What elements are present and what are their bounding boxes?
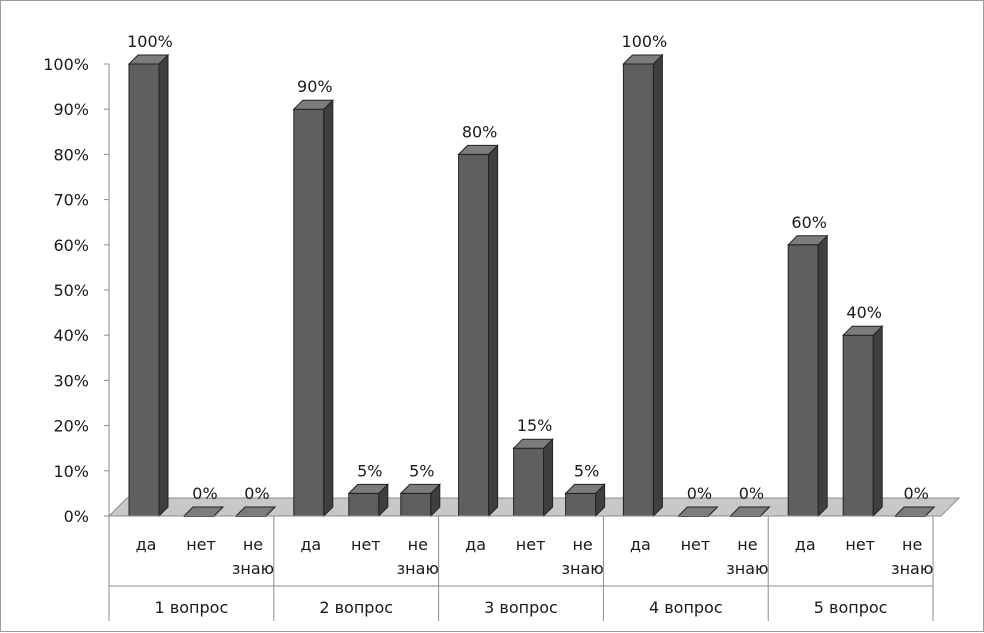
data-label: 0% [739,484,764,503]
bar-top [512,438,554,449]
category-label: нет [351,535,381,554]
data-label: 0% [192,484,217,503]
y-tick-label: 40% [53,326,89,345]
data-label: 0% [244,484,269,503]
bar-side [543,437,554,518]
category-label: знаю [232,559,274,578]
y-tick-label: 60% [53,236,89,255]
bar-side [158,53,169,518]
y-tick-label: 30% [53,371,89,390]
bars [127,53,936,518]
category-label: не [243,535,263,554]
y-tick-label: 0% [64,507,89,526]
y-tick-label: 70% [53,191,89,210]
y-tick-label: 50% [53,281,89,300]
bar [400,492,432,517]
data-label: 15% [517,416,553,435]
bar [128,63,160,517]
category-label: не [737,535,757,554]
category-label: нет [516,535,546,554]
category-label: да [795,535,816,554]
y-tick-label: 80% [53,145,89,164]
category-label: нет [681,535,711,554]
category-label: нет [845,535,875,554]
bar-top [127,54,170,65]
category-label: не [902,535,922,554]
data-label: 5% [409,461,434,480]
y-tick-label: 20% [53,417,89,436]
data-label: 90% [297,77,333,96]
data-labels: 100% 0% 0% 90% 5% 5% 80% 15% 5% 100% 0% 0% 60% 40% 0% [127,32,929,503]
bar [842,334,874,517]
group-label: 5 вопрос [814,598,888,617]
category-label: да [465,535,486,554]
category-label: да [630,535,651,554]
data-label: 80% [462,122,498,141]
category-label: не [572,535,592,554]
bar [622,63,654,517]
category-label: да [300,535,321,554]
data-label: 100% [127,32,173,51]
bar [458,153,490,517]
data-label: 5% [357,461,382,480]
bar-top [457,144,499,155]
group-label: 4 вопрос [649,598,723,617]
group-label: 3 вопрос [484,598,558,617]
data-label: 40% [846,303,882,322]
bar-side [872,324,883,518]
bar-top [622,54,664,65]
bar-top [399,483,442,494]
bar-top [347,483,390,494]
bar-top [786,235,829,246]
bar-top [564,483,606,494]
category-label: знаю [726,559,768,578]
bar [293,108,325,517]
bar [565,492,597,517]
data-label: 5% [574,461,599,480]
data-label: 0% [687,484,712,503]
category-label: не [408,535,428,554]
group-label: 1 вопрос [155,598,229,617]
data-label: 100% [622,32,668,51]
group-label: 2 вопрос [319,598,393,617]
category-label: нет [186,535,216,554]
bar [513,447,545,517]
category-label: знаю [397,559,439,578]
y-axis: 0% 10% 20% 30% 40% 50% 60% 70% 80% 90% 100% [43,55,110,526]
bar-top [292,99,335,110]
bar-side [488,144,499,518]
bar [787,244,819,517]
y-tick-label: 90% [53,100,89,119]
bar-side [323,98,334,518]
category-label: да [136,535,157,554]
bar [348,492,380,517]
category-label: знаю [891,559,933,578]
y-tick-label: 100% [43,55,89,74]
bar-top [841,325,884,336]
y-tick-label: 10% [53,462,89,481]
bar-side [652,53,663,518]
category-label: знаю [561,559,603,578]
data-label: 60% [791,213,827,232]
data-label: 0% [904,484,929,503]
bar-side [817,234,828,518]
x-axis: 1 вопрос да нет не знаю 2 вопрос да нет не знаю 3 … [108,515,934,621]
